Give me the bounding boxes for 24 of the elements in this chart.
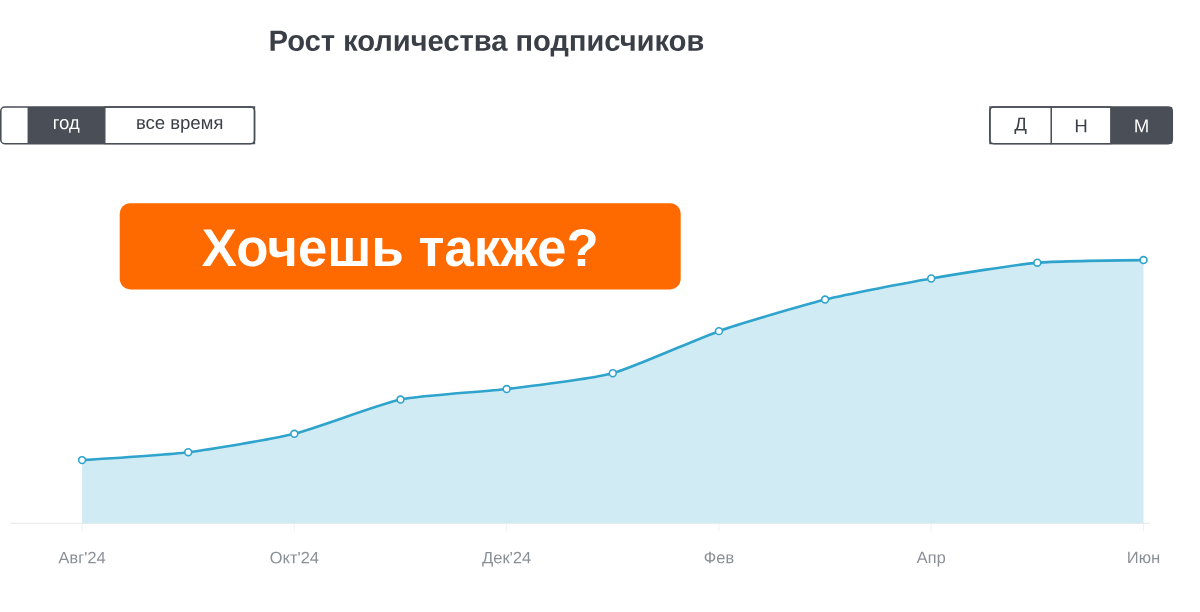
text: М xyxy=(1135,119,1148,132)
annotation: Хочешь также? xyxy=(202,228,596,267)
x-tick-label: Дек'24 xyxy=(482,551,531,567)
point xyxy=(608,368,618,378)
point xyxy=(1139,255,1148,265)
point xyxy=(502,384,511,394)
x-tick-label: Фев xyxy=(704,551,734,564)
x-tick-label: Окт'24 xyxy=(270,551,319,564)
text: все время xyxy=(137,118,223,133)
point xyxy=(820,295,830,304)
x-tick-label: Июн xyxy=(1128,551,1160,564)
point xyxy=(1033,258,1042,267)
x-tick-label: Апр xyxy=(916,551,946,567)
point xyxy=(714,326,724,336)
point xyxy=(396,395,405,404)
point xyxy=(183,447,193,457)
point xyxy=(290,429,299,438)
point xyxy=(77,455,87,465)
x-tick-label: Авг'24 xyxy=(58,551,106,564)
chart-title: Рост количества подписчиков xyxy=(270,30,704,57)
text: Д xyxy=(1014,117,1027,134)
point xyxy=(926,274,936,283)
text: год xyxy=(53,118,80,133)
text: Н xyxy=(1075,119,1087,132)
